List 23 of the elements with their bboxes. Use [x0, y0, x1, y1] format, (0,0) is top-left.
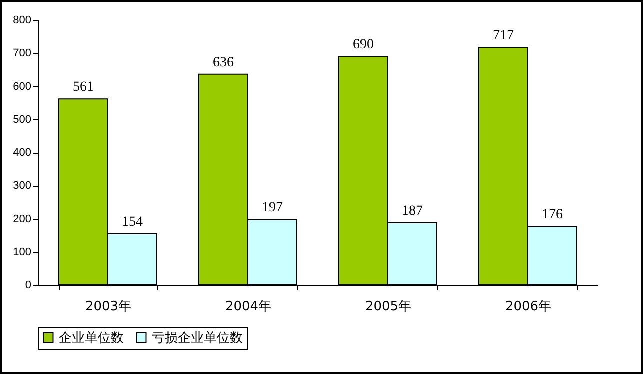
y-tick-label: 700: [13, 48, 32, 60]
x-tick-label: 2004年: [225, 300, 272, 314]
y-tick-label: 500: [13, 114, 32, 126]
data-label: 717: [493, 28, 514, 44]
x-tick-label: 2003年: [85, 300, 132, 314]
data-label: 561: [73, 80, 94, 96]
y-tick-label: 0: [25, 280, 32, 292]
data-label: 197: [262, 200, 283, 216]
data-label: 187: [402, 204, 423, 220]
y-tick-label: 200: [13, 213, 32, 226]
data-label: 154: [122, 214, 143, 230]
y-tick-label: 300: [13, 180, 32, 192]
x-tick-label: 2005年: [365, 300, 412, 314]
data-label: 690: [353, 37, 374, 52]
y-tick-label: 800: [13, 14, 32, 26]
y-tick-label: 600: [13, 80, 32, 93]
data-label: 176: [542, 208, 563, 223]
data-label: 636: [213, 55, 234, 70]
legend-label: 企业单位数: [59, 330, 124, 346]
y-tick-label: 400: [13, 147, 32, 159]
legend-label: 亏损企业单位数: [152, 330, 243, 346]
y-tick-label: 100: [13, 246, 32, 258]
x-tick-label: 2006年: [505, 300, 552, 314]
